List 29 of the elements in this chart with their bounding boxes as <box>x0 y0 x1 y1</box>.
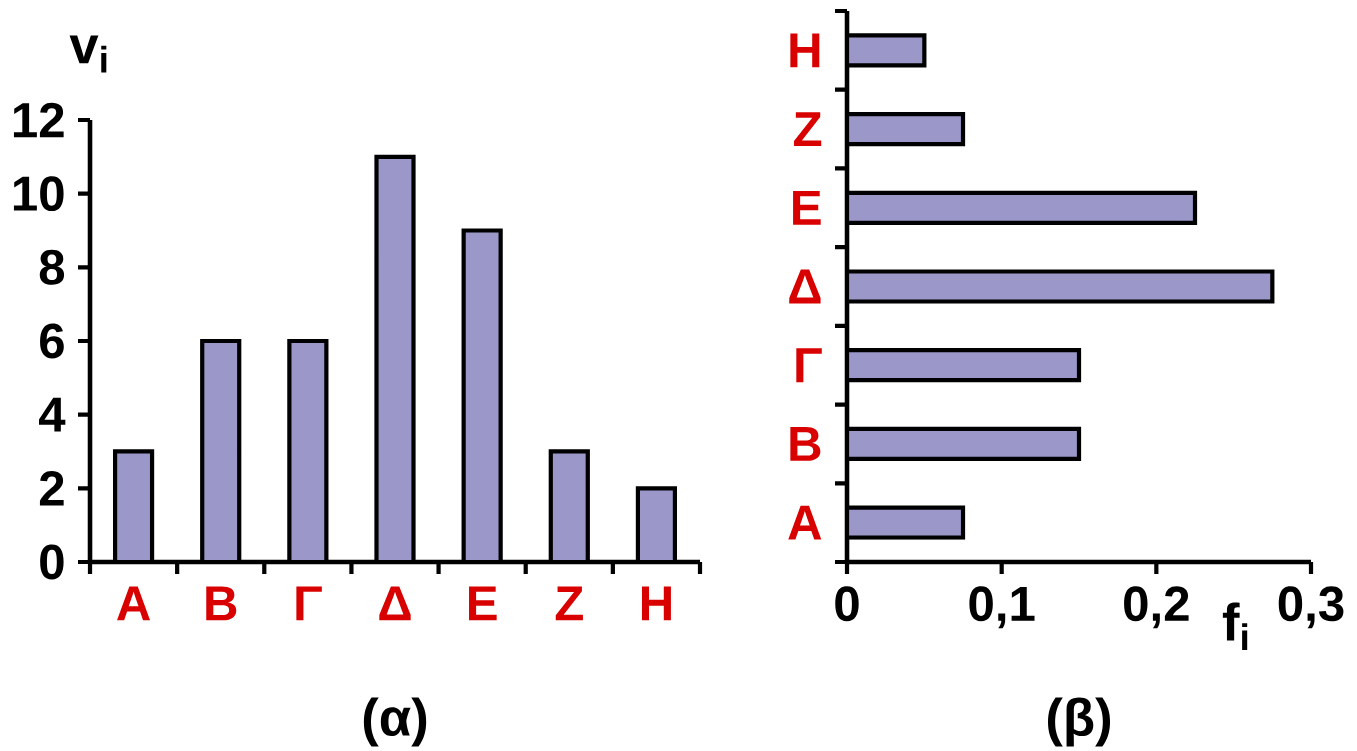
x-axis-title: f$_{i}$ <box>1222 602 1248 650</box>
y-tick-label: Β <box>790 427 821 461</box>
y-tick-label: 6 <box>40 323 64 359</box>
y-tick-label: Α <box>788 505 822 540</box>
x-tick-label: Α <box>117 586 151 621</box>
y-tick-label: 4 <box>39 397 66 432</box>
x-tick-label: 0,3 <box>1278 586 1344 629</box>
y-axis-title: v$_{i}$ <box>69 35 107 73</box>
y-tick-label: 10 <box>13 176 64 212</box>
x-tick-label: 0,1 <box>969 586 1035 629</box>
y-tick-label: 2 <box>39 471 64 506</box>
text: (β) <box>1048 697 1111 747</box>
y-tick-label: Ζ <box>794 112 822 147</box>
y-tick-label: Γ <box>796 348 822 383</box>
text: (α) <box>363 697 427 747</box>
y-tick-label: Ε <box>793 190 821 225</box>
y-tick-label: Δ <box>789 269 821 304</box>
x-tick-label: Β <box>206 586 237 621</box>
y-tick-label: 0 <box>40 544 64 580</box>
y-tick-label: 8 <box>39 249 65 285</box>
y-tick-label: 12 <box>13 102 64 138</box>
x-tick-label: 0 <box>835 586 859 622</box>
x-tick-label: 0,2 <box>1124 586 1189 629</box>
x-tick-label: Δ <box>379 586 411 621</box>
x-tick-label: Γ <box>296 586 322 621</box>
y-tick-label: Η <box>790 33 820 68</box>
x-tick-label: Η <box>641 586 671 621</box>
x-tick-label: Ζ <box>555 586 583 621</box>
x-tick-label: Ε <box>469 586 497 621</box>
